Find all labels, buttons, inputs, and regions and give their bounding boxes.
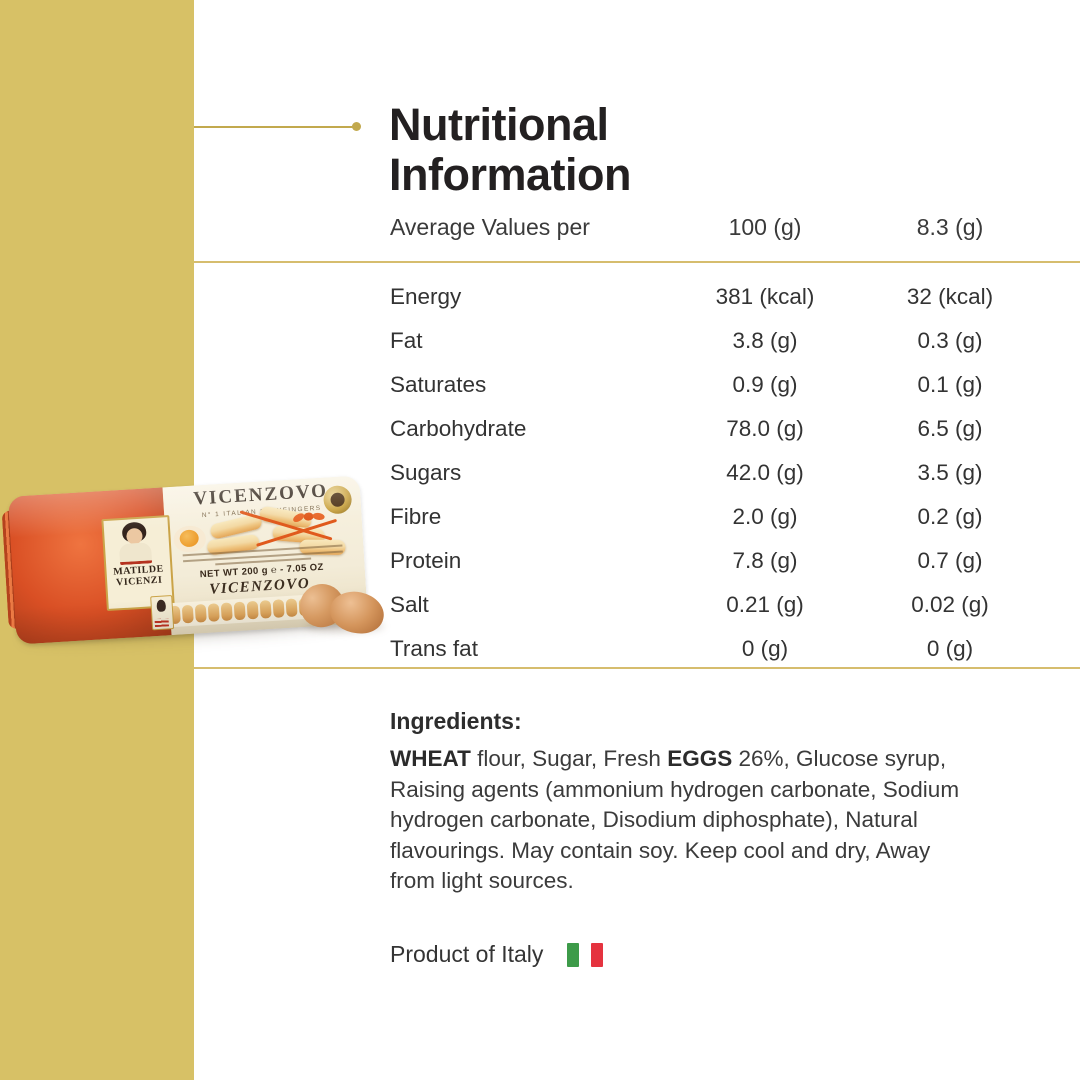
divider-top [194, 261, 1080, 263]
biscuit-in-window [220, 602, 233, 622]
origin-label: Product of Italy [390, 941, 544, 967]
product-photo: MATILDE VICENZI VICENZOVO N° 1 ITALIAN L… [0, 468, 400, 683]
row-serving: 0.3 (g) [917, 328, 983, 353]
accent-line [194, 126, 354, 128]
nutrition-table: Energy 381 (kcal) 32 (kcal) Fat 3.8 (g) … [0, 275, 1080, 671]
row-per100: 78.0 (g) [726, 416, 804, 441]
biscuit-in-window [207, 603, 220, 622]
table-row: Fat 3.8 (g) 0.3 (g) [0, 319, 1080, 363]
row-label: Carbohydrate [390, 416, 527, 441]
biscuit-in-window [259, 600, 272, 619]
biscuit-in-window [181, 604, 194, 624]
ingredients-text: WHEAT flour, Sugar, Fresh EGGS 26%, Gluc… [390, 744, 1070, 897]
accent-dot [352, 122, 361, 131]
ingredients-heading: Ingredients: [390, 708, 522, 734]
row-serving: 32 (kcal) [906, 284, 994, 309]
portrait-blouse [118, 542, 153, 566]
biscuit-in-window [194, 604, 207, 623]
table-header: Average Values per 100 (g) 8.3 (g) [0, 214, 1080, 246]
row-serving: 0.1 (g) [917, 372, 983, 397]
row-per100: 381 (kcal) [715, 284, 815, 309]
table-row: Protein 7.8 (g) 0.7 (g) [0, 539, 1080, 583]
row-label: Energy [390, 284, 462, 309]
mini-brand-badge [150, 595, 175, 631]
table-row: Carbohydrate 78.0 (g) 6.5 (g) [0, 407, 1080, 451]
divider-bottom [194, 667, 1080, 669]
row-label: Fibre [390, 504, 442, 529]
row-serving: 0 (g) [926, 636, 974, 661]
row-serving: 0.7 (g) [917, 548, 983, 573]
row-label: Fat [390, 328, 423, 353]
mini-stripes [154, 618, 170, 628]
allergen-eggs: EGGS [667, 746, 733, 771]
header-col-100g: 100 (g) [728, 214, 802, 240]
brand-name: MATILDE VICENZI [112, 563, 165, 589]
row-label: Sugars [390, 460, 462, 485]
biscuit-in-window [272, 599, 285, 618]
row-per100: 42.0 (g) [726, 460, 804, 485]
table-row: Saturates 0.9 (g) 0.1 (g) [0, 363, 1080, 407]
table-row: Energy 381 (kcal) 32 (kcal) [0, 275, 1080, 319]
row-label: Saturates [390, 372, 487, 397]
title-line-2: Information [389, 149, 631, 200]
origin-row: Product of Italy [390, 941, 604, 968]
title-line-1: Nutritional [389, 99, 609, 150]
table-row: Trans fat 0 (g) 0 (g) [0, 627, 1080, 671]
row-serving: 6.5 (g) [917, 416, 983, 441]
table-row: Sugars 42.0 (g) 3.5 (g) [0, 451, 1080, 495]
ingredients-rest: 26%, Glucose syrup, Raising agents (ammo… [390, 746, 960, 893]
row-serving: 0.2 (g) [917, 504, 983, 529]
yolk-center [179, 529, 200, 548]
flag-red-stripe [591, 942, 604, 967]
page-title: Nutritional Information [389, 100, 631, 200]
row-serving: 0.02 (g) [911, 592, 989, 617]
biscuit-in-window [233, 601, 246, 621]
row-per100: 3.8 (g) [732, 328, 798, 353]
row-serving: 3.5 (g) [917, 460, 983, 485]
row-label: Protein [390, 548, 462, 573]
row-per100: 7.8 (g) [732, 548, 798, 573]
row-per100: 0.21 (g) [726, 592, 804, 617]
row-per100: 0.9 (g) [732, 372, 798, 397]
row-per100: 0 (g) [741, 636, 789, 661]
header-col-serving: 8.3 (g) [916, 214, 984, 240]
mini-portrait [156, 599, 167, 612]
biscuit-in-window [285, 598, 298, 618]
italy-flag-icon [567, 942, 604, 967]
header-average-values: Average Values per [390, 214, 590, 240]
flag-white-stripe [579, 942, 592, 967]
row-label: Trans fat [390, 636, 478, 661]
row-per100: 2.0 (g) [732, 504, 798, 529]
ingredients-mid: flour, Sugar, Fresh [470, 746, 668, 771]
allergen-wheat: WHEAT [390, 746, 471, 771]
matilde-portrait-icon [103, 517, 170, 567]
table-row: Fibre 2.0 (g) 0.2 (g) [0, 495, 1080, 539]
flag-green-stripe [567, 942, 580, 967]
table-row: Salt 0.21 (g) 0.02 (g) [0, 583, 1080, 627]
biscuit-in-window [246, 600, 259, 620]
row-label: Salt [390, 592, 429, 617]
